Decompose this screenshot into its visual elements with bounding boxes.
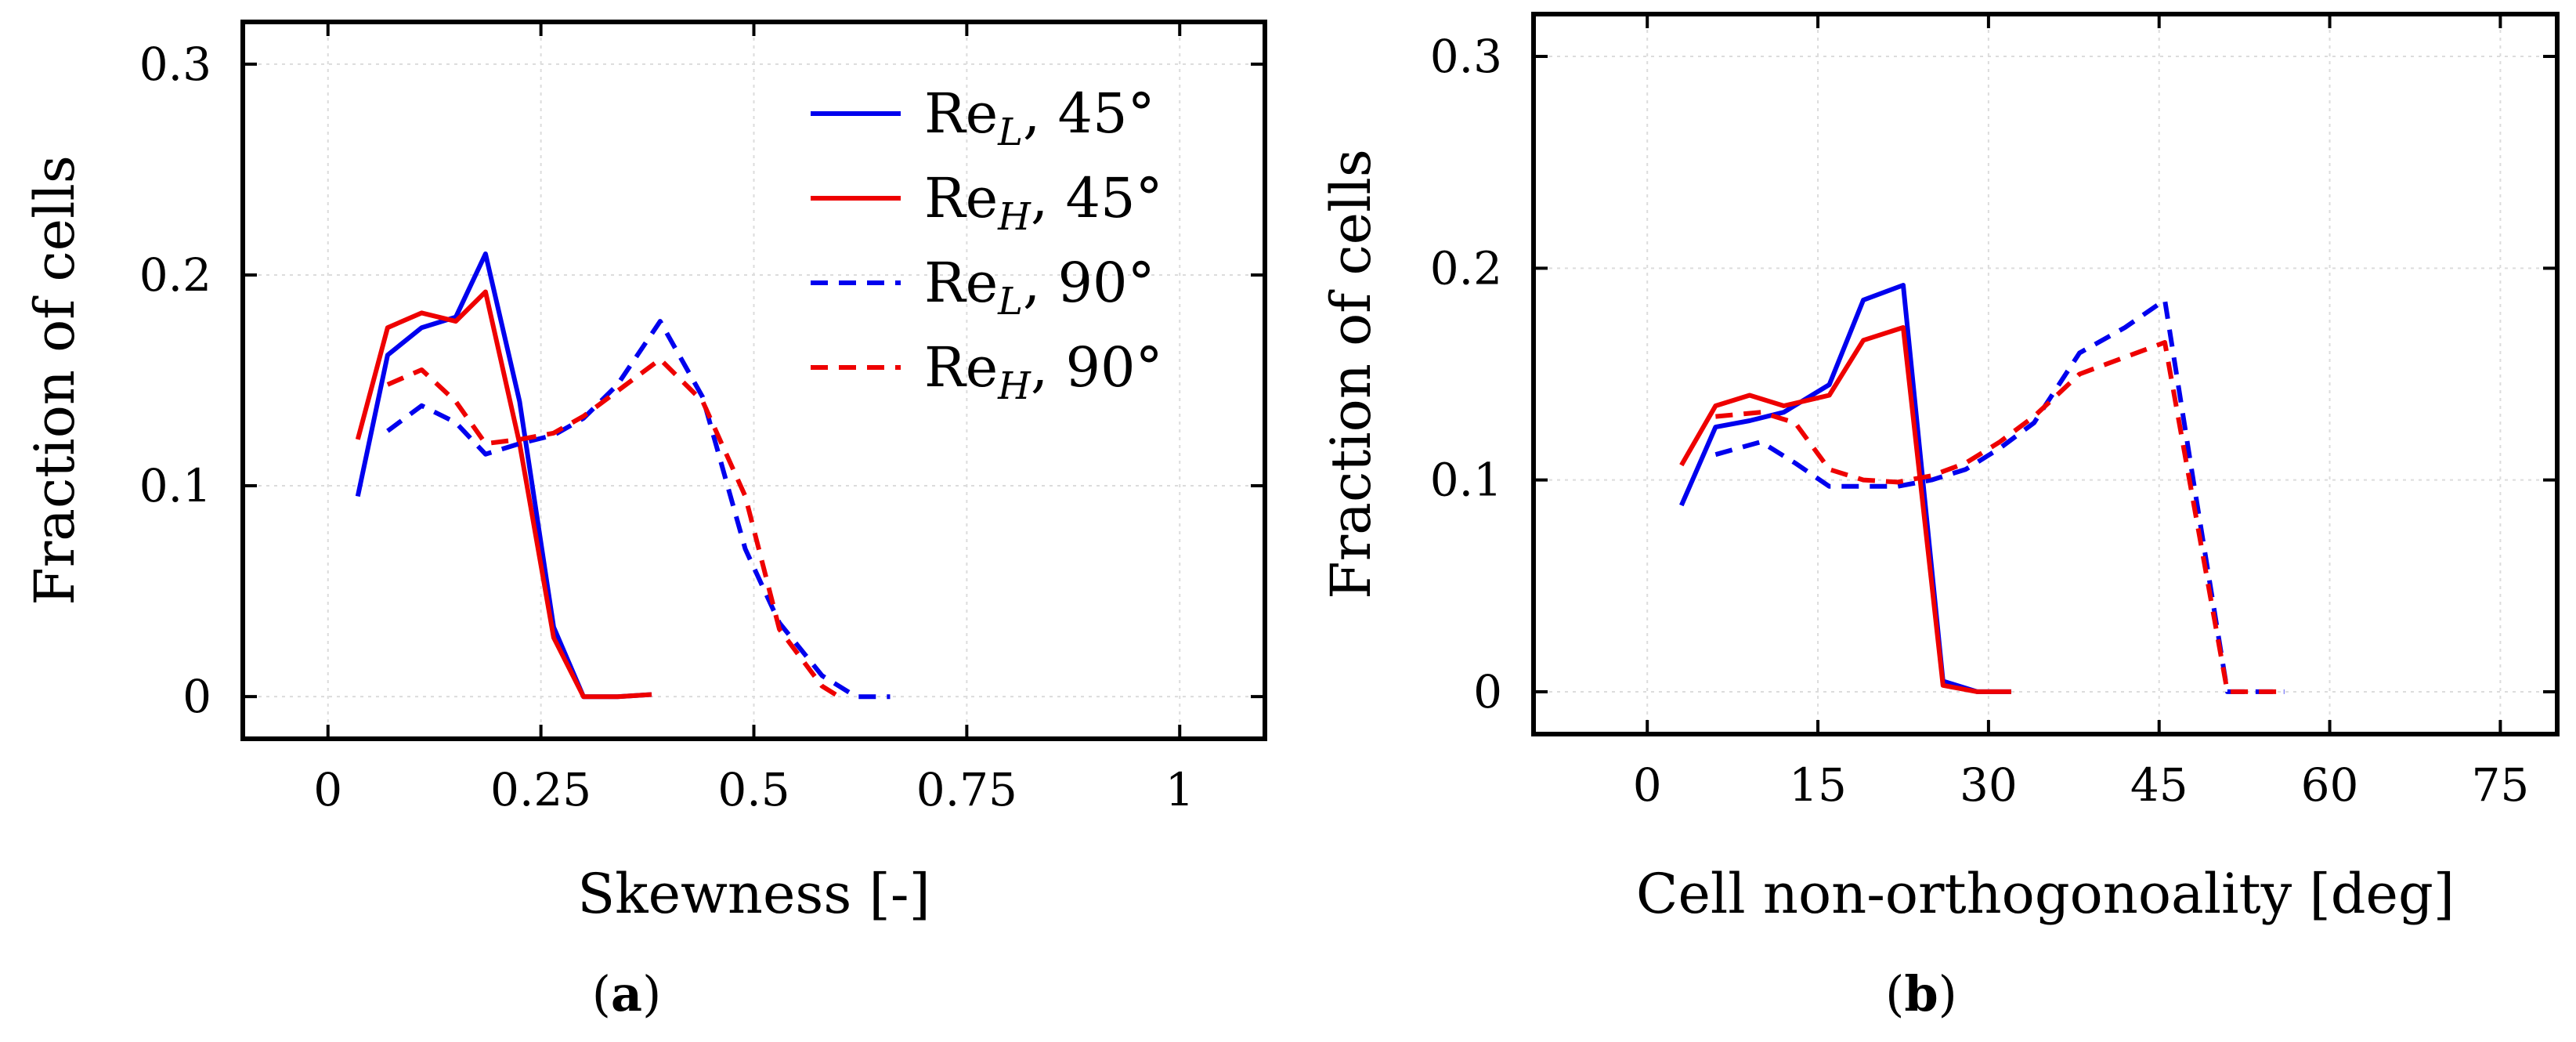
panel-a-x-tick-label: 0.75 [916, 763, 1017, 816]
panel-b-y-axis-title: Fraction of cells [1319, 149, 1383, 599]
legend-label-2: ReH, 45° [924, 166, 1163, 239]
panel-a-y-tick-label: 0 [182, 670, 211, 723]
panel-b-x-tick-label: 45 [2130, 758, 2188, 812]
panel-b-series-line-3 [1714, 297, 2285, 694]
panel-b-y-tick-label: 0.2 [1430, 241, 1502, 295]
legend-label-1: ReL, 45° [924, 81, 1155, 154]
panel-b-x-tick-label: 0 [1633, 758, 1662, 812]
panel-a-x-axis-title: Skewness [-] [577, 862, 930, 926]
panel-b-series-line-4 [1715, 340, 2285, 694]
panel-b-caption: (b) [1885, 965, 1957, 1022]
panel-a-x-tick-label: 1 [1165, 763, 1194, 816]
panel-b-axes-frame [1531, 12, 2560, 736]
panel-b-x-tick-label: 30 [1960, 758, 2018, 812]
panel-a-series-line-3 [386, 319, 891, 700]
panel-a-x-tick-label: 0.25 [490, 763, 591, 816]
panel-a-chart: 0 0.25 0.5 0.75 1 0 0.1 0.2 0.3 Skewness [-] Fract… [23, 20, 1267, 1022]
panel-a-series-line-2 [355, 289, 652, 700]
panel-a-y-axis-title: Fraction of cells [23, 155, 87, 606]
panel-b-x-tick-label: 15 [1789, 758, 1847, 812]
panel-a-series-line-4 [386, 356, 840, 699]
panel-a-legend: ReL, 45° ReH, 45° ReL, 90° ReH, 90° [811, 81, 1163, 408]
legend-label-3: ReL, 90° [924, 251, 1155, 324]
panel-a-caption: (a) [592, 965, 662, 1022]
panel-b-x-axis-title: Cell non-orthogonoality [deg] [1636, 862, 2455, 926]
panel-b-y-tick-label: 0.1 [1430, 454, 1502, 507]
panel-b-x-tick-label: 75 [2471, 758, 2529, 812]
panel-a-x-tick-label: 0 [313, 763, 342, 816]
panel-a-y-tick-label: 0.2 [139, 248, 211, 302]
legend-label-4: ReH, 90° [924, 335, 1163, 408]
panel-a-x-tick-label: 0.5 [717, 763, 789, 816]
panel-b-y-tick-label: 0.3 [1430, 30, 1502, 83]
panel-b-series-line-2 [1679, 325, 2011, 694]
panel-b-chart: 0 15 30 45 60 75 0 0.1 0.2 0.3 Cell non-orthogonoa… [1319, 12, 2560, 1022]
panel-b-x-tick-label: 60 [2301, 758, 2359, 812]
panel-b-y-tick-label: 0 [1473, 665, 1502, 718]
panel-a-y-tick-label: 0.3 [139, 38, 211, 91]
panel-a-y-tick-label: 0.1 [139, 459, 211, 512]
